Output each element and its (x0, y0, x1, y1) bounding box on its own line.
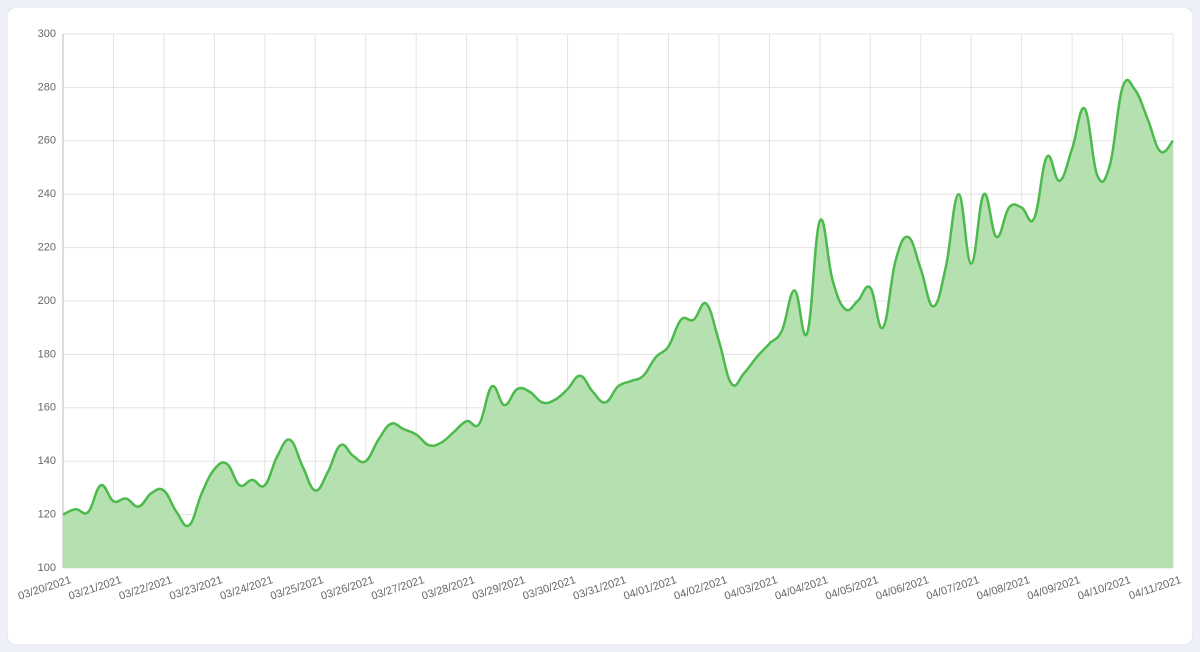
y-tick-label: 200 (38, 295, 56, 307)
y-tick-label: 100 (38, 562, 56, 574)
y-tick-label: 240 (38, 188, 56, 200)
y-tick-label: 120 (38, 509, 56, 521)
y-tick-label: 180 (38, 348, 56, 360)
y-tick-label: 160 (38, 402, 56, 414)
line (62, 78, 1174, 528)
y-tick-label: 280 (38, 81, 56, 93)
y-tick-label: 220 (38, 242, 56, 254)
y-tick-label: 300 (38, 28, 56, 40)
y-tick-label: 140 (38, 455, 56, 467)
y-tick-label: 260 (38, 135, 56, 147)
